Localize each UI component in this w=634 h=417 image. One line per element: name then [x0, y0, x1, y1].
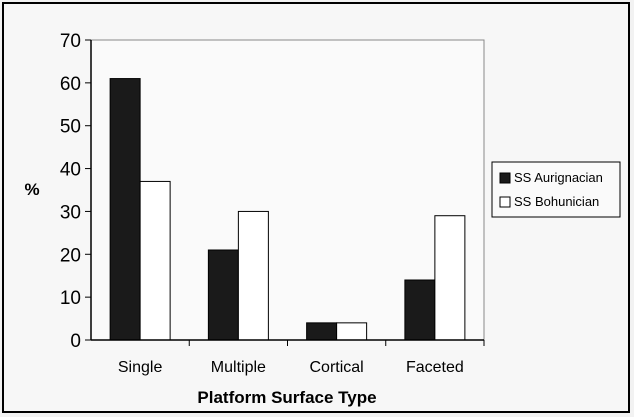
x-tick-label-single: Single: [118, 359, 163, 376]
y-axis-ticks: 0 10 20 30 40 50 60 70: [60, 31, 91, 352]
y-tick-label: 10: [60, 288, 81, 309]
bar-faceted-aurignacian: [404, 279, 436, 341]
x-tick-label-cortical: Cortical: [310, 359, 364, 376]
legend-label-aurignacian: SS Aurignacian: [514, 170, 603, 185]
x-axis-labels: Single Multiple Cortical Faceted: [118, 340, 485, 376]
y-tick-label: 0: [70, 331, 81, 352]
y-tick-label: 20: [60, 245, 81, 266]
legend-box: [491, 161, 621, 218]
bar-multiple-bohunician: [237, 210, 269, 341]
legend-swatch-bohunician: [499, 196, 511, 208]
y-tick-label: 40: [60, 160, 81, 181]
bars: [109, 78, 466, 341]
x-tick-label-multiple: Multiple: [211, 359, 266, 376]
bar-cortical-bohunician: [336, 322, 368, 341]
y-tick-label: 50: [60, 117, 81, 138]
y-axis-title: %: [24, 180, 39, 199]
y-tick-label: 60: [60, 74, 81, 95]
bar-faceted-bohunician: [434, 215, 466, 341]
legend: SS Aurignacian SS Bohunician: [491, 161, 621, 218]
bar-multiple-aurignacian: [207, 249, 239, 341]
bar-single-bohunician: [139, 180, 171, 341]
y-tick-label: 30: [60, 202, 81, 223]
y-tick-label: 70: [60, 31, 81, 52]
legend-swatch-aurignacian: [499, 172, 511, 184]
legend-label-bohunician: SS Bohunician: [514, 194, 599, 209]
bar-single-aurignacian: [109, 78, 141, 341]
x-tick-label-faceted: Faceted: [406, 359, 464, 376]
bar-cortical-aurignacian: [306, 322, 338, 341]
x-axis-title: Platform Surface Type: [197, 388, 376, 407]
